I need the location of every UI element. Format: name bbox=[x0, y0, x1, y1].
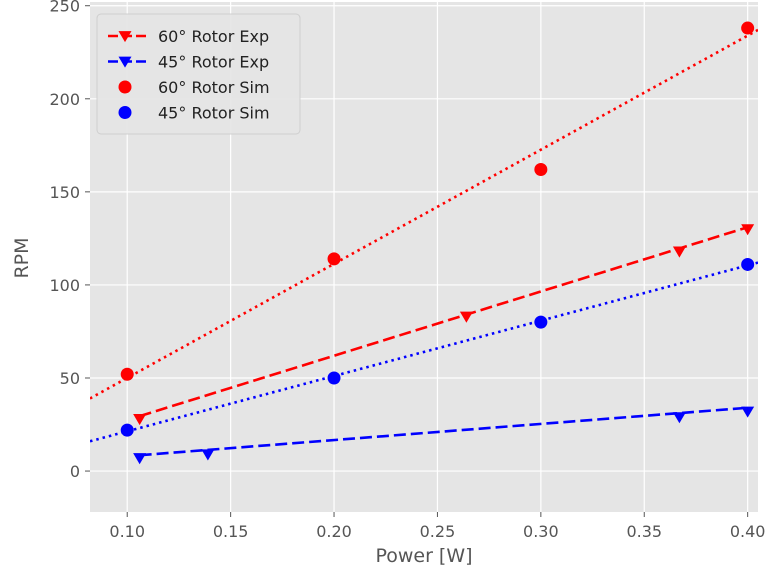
y-tick-label: 250 bbox=[49, 0, 80, 16]
data-point bbox=[327, 252, 341, 266]
series-0 bbox=[133, 224, 755, 426]
series-layer bbox=[90, 21, 758, 465]
legend-label: 45° Rotor Exp bbox=[158, 53, 269, 72]
data-point bbox=[741, 257, 755, 271]
y-axis-label: RPM bbox=[11, 237, 33, 278]
legend-label: 60° Rotor Sim bbox=[158, 78, 270, 97]
data-point bbox=[459, 311, 473, 323]
data-point bbox=[120, 367, 134, 381]
y-tick-label: 0 bbox=[70, 462, 80, 481]
legend-handle-3 bbox=[118, 106, 132, 119]
x-tick-label: 0.35 bbox=[626, 522, 662, 541]
legend-frame bbox=[96, 13, 301, 135]
legend-label: 60° Rotor Exp bbox=[158, 27, 269, 46]
legend-marker bbox=[118, 56, 132, 68]
fit-line bbox=[139, 225, 749, 418]
legend-handle-1 bbox=[108, 56, 148, 68]
data-point bbox=[133, 453, 147, 465]
data-point bbox=[672, 246, 686, 258]
legend-marker bbox=[118, 106, 132, 119]
data-point bbox=[741, 406, 755, 418]
data-point bbox=[120, 423, 134, 437]
y-axis-ticks: 0 50 100 150 200 250 bbox=[49, 0, 90, 481]
data-point bbox=[327, 371, 341, 385]
legend-label: 45° Rotor Sim bbox=[158, 104, 270, 123]
data-point bbox=[741, 21, 755, 35]
data-point bbox=[201, 449, 215, 461]
data-point bbox=[133, 414, 147, 426]
x-axis-label: Power [W] bbox=[375, 545, 472, 567]
x-tick-label: 0.25 bbox=[420, 522, 456, 541]
y-tick-label: 150 bbox=[49, 183, 80, 202]
legend-handle-0 bbox=[108, 31, 148, 43]
x-tick-label: 0.15 bbox=[213, 522, 249, 541]
x-tick-label: 0.20 bbox=[316, 522, 352, 541]
data-point bbox=[534, 315, 548, 329]
legend-marker bbox=[118, 31, 132, 43]
series-1 bbox=[133, 406, 755, 465]
series-2 bbox=[90, 21, 758, 400]
legend-marker bbox=[118, 80, 132, 94]
y-tick-label: 50 bbox=[60, 369, 80, 388]
data-point bbox=[672, 412, 686, 424]
series-3 bbox=[90, 257, 758, 443]
data-point bbox=[534, 163, 548, 177]
legend-handle-2 bbox=[118, 80, 132, 94]
data-point bbox=[741, 224, 755, 236]
x-tick-label: 0.10 bbox=[109, 522, 145, 541]
x-tick-label: 0.40 bbox=[730, 522, 766, 541]
fit-line bbox=[90, 261, 758, 443]
legend: 60° Rotor Exp 45° Rotor Exp 60° Rotor Sim 4… bbox=[96, 13, 301, 135]
y-tick-label: 200 bbox=[49, 90, 80, 109]
x-axis-ticks: 0.10 0.15 0.20 0.25 0.30 0.35 0.40 bbox=[109, 512, 765, 541]
y-tick-label: 100 bbox=[49, 276, 80, 295]
x-tick-label: 0.30 bbox=[523, 522, 559, 541]
